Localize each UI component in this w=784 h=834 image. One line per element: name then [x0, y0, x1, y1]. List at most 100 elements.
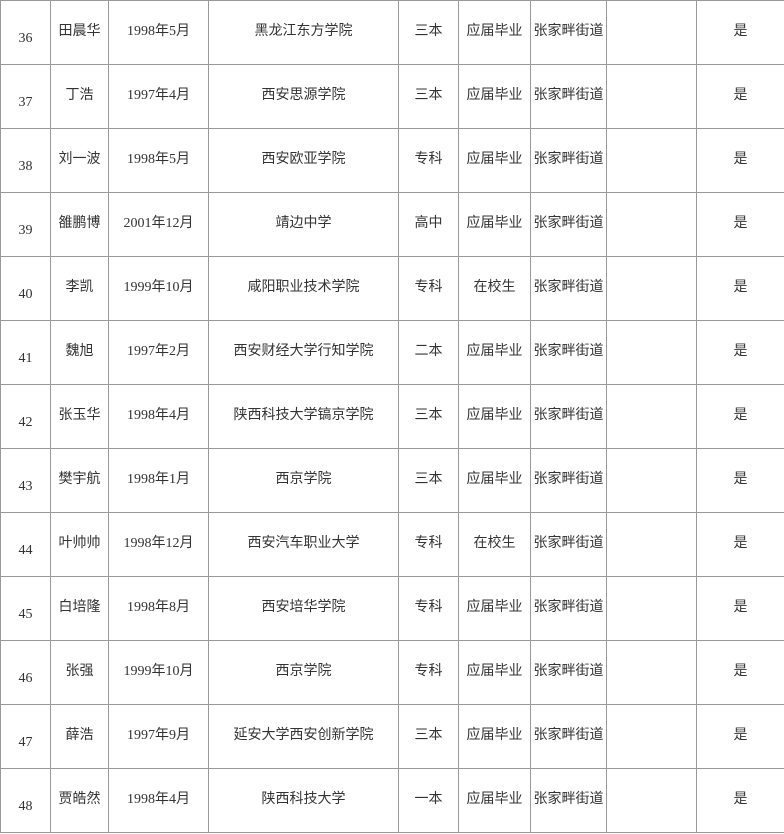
cell-name: 张玉华	[51, 385, 109, 449]
cell-level: 高中	[399, 193, 459, 257]
table-row: 38刘一波1998年5月西安欧亚学院专科应届毕业张家畔街道是	[1, 129, 784, 193]
cell-name: 刘一波	[51, 129, 109, 193]
cell-street: 张家畔街道	[531, 321, 607, 385]
cell-date: 1997年9月	[109, 705, 209, 769]
cell-name: 魏旭	[51, 321, 109, 385]
cell-school: 陕西科技大学镐京学院	[209, 385, 399, 449]
cell-date: 1998年12月	[109, 513, 209, 577]
cell-yes: 是	[697, 705, 784, 769]
cell-street: 张家畔街道	[531, 257, 607, 321]
cell-name: 李凯	[51, 257, 109, 321]
cell-date: 2001年12月	[109, 193, 209, 257]
table-row: 45白培隆1998年8月西安培华学院专科应届毕业张家畔街道是	[1, 577, 784, 641]
cell-status: 应届毕业	[459, 321, 531, 385]
table-row: 44叶帅帅1998年12月西安汽车职业大学专科在校生张家畔街道是	[1, 513, 784, 577]
cell-name: 丁浩	[51, 65, 109, 129]
cell-status: 应届毕业	[459, 641, 531, 705]
cell-yes: 是	[697, 129, 784, 193]
table-row: 48贾皓然1998年4月陕西科技大学一本应届毕业张家畔街道是	[1, 769, 784, 833]
data-table: 36田晨华1998年5月黑龙江东方学院三本应届毕业张家畔街道是37丁浩1997年…	[0, 0, 784, 833]
cell-street: 张家畔街道	[531, 769, 607, 833]
table-row: 47薛浩1997年9月延安大学西安创新学院三本应届毕业张家畔街道是	[1, 705, 784, 769]
cell-date: 1998年5月	[109, 1, 209, 65]
cell-status: 应届毕业	[459, 129, 531, 193]
cell-empty	[607, 513, 697, 577]
cell-name: 薛浩	[51, 705, 109, 769]
cell-level: 三本	[399, 65, 459, 129]
cell-level: 三本	[399, 449, 459, 513]
cell-date: 1998年4月	[109, 769, 209, 833]
cell-level: 三本	[399, 1, 459, 65]
table-row: 37丁浩1997年4月西安思源学院三本应届毕业张家畔街道是	[1, 65, 784, 129]
cell-street: 张家畔街道	[531, 513, 607, 577]
cell-empty	[607, 257, 697, 321]
cell-empty	[607, 641, 697, 705]
cell-status: 应届毕业	[459, 385, 531, 449]
cell-name: 樊宇航	[51, 449, 109, 513]
cell-yes: 是	[697, 193, 784, 257]
cell-date: 1997年4月	[109, 65, 209, 129]
cell-school: 西京学院	[209, 449, 399, 513]
cell-school: 咸阳职业技术学院	[209, 257, 399, 321]
cell-street: 张家畔街道	[531, 449, 607, 513]
cell-yes: 是	[697, 65, 784, 129]
cell-status: 应届毕业	[459, 449, 531, 513]
cell-street: 张家畔街道	[531, 385, 607, 449]
cell-level: 三本	[399, 705, 459, 769]
cell-status: 应届毕业	[459, 705, 531, 769]
cell-date: 1998年5月	[109, 129, 209, 193]
cell-date: 1997年2月	[109, 321, 209, 385]
table-row: 39雒鹏博2001年12月靖边中学高中应届毕业张家畔街道是	[1, 193, 784, 257]
cell-empty	[607, 705, 697, 769]
cell-school: 西京学院	[209, 641, 399, 705]
cell-street: 张家畔街道	[531, 129, 607, 193]
cell-school: 西安财经大学行知学院	[209, 321, 399, 385]
cell-name: 白培隆	[51, 577, 109, 641]
cell-status: 应届毕业	[459, 769, 531, 833]
cell-number: 38	[1, 129, 51, 193]
data-table-container: 36田晨华1998年5月黑龙江东方学院三本应届毕业张家畔街道是37丁浩1997年…	[0, 0, 784, 833]
cell-status: 在校生	[459, 513, 531, 577]
cell-school: 西安思源学院	[209, 65, 399, 129]
cell-number: 44	[1, 513, 51, 577]
cell-level: 三本	[399, 385, 459, 449]
table-row: 42张玉华1998年4月陕西科技大学镐京学院三本应届毕业张家畔街道是	[1, 385, 784, 449]
cell-empty	[607, 65, 697, 129]
cell-street: 张家畔街道	[531, 1, 607, 65]
cell-level: 专科	[399, 129, 459, 193]
cell-empty	[607, 321, 697, 385]
cell-empty	[607, 1, 697, 65]
cell-date: 1999年10月	[109, 641, 209, 705]
cell-yes: 是	[697, 769, 784, 833]
cell-number: 47	[1, 705, 51, 769]
cell-name: 贾皓然	[51, 769, 109, 833]
cell-date: 1999年10月	[109, 257, 209, 321]
cell-street: 张家畔街道	[531, 65, 607, 129]
cell-empty	[607, 577, 697, 641]
cell-school: 延安大学西安创新学院	[209, 705, 399, 769]
cell-status: 应届毕业	[459, 1, 531, 65]
cell-name: 田晨华	[51, 1, 109, 65]
cell-number: 37	[1, 65, 51, 129]
cell-number: 36	[1, 1, 51, 65]
table-row: 41魏旭1997年2月西安财经大学行知学院二本应届毕业张家畔街道是	[1, 321, 784, 385]
cell-level: 专科	[399, 577, 459, 641]
cell-name: 雒鹏博	[51, 193, 109, 257]
cell-yes: 是	[697, 513, 784, 577]
cell-yes: 是	[697, 449, 784, 513]
cell-level: 专科	[399, 641, 459, 705]
cell-yes: 是	[697, 1, 784, 65]
cell-yes: 是	[697, 385, 784, 449]
table-row: 36田晨华1998年5月黑龙江东方学院三本应届毕业张家畔街道是	[1, 1, 784, 65]
cell-empty	[607, 193, 697, 257]
cell-yes: 是	[697, 577, 784, 641]
cell-school: 西安汽车职业大学	[209, 513, 399, 577]
cell-number: 43	[1, 449, 51, 513]
cell-yes: 是	[697, 321, 784, 385]
cell-school: 靖边中学	[209, 193, 399, 257]
cell-street: 张家畔街道	[531, 193, 607, 257]
cell-street: 张家畔街道	[531, 577, 607, 641]
cell-street: 张家畔街道	[531, 641, 607, 705]
cell-number: 41	[1, 321, 51, 385]
table-row: 40李凯1999年10月咸阳职业技术学院专科在校生张家畔街道是	[1, 257, 784, 321]
